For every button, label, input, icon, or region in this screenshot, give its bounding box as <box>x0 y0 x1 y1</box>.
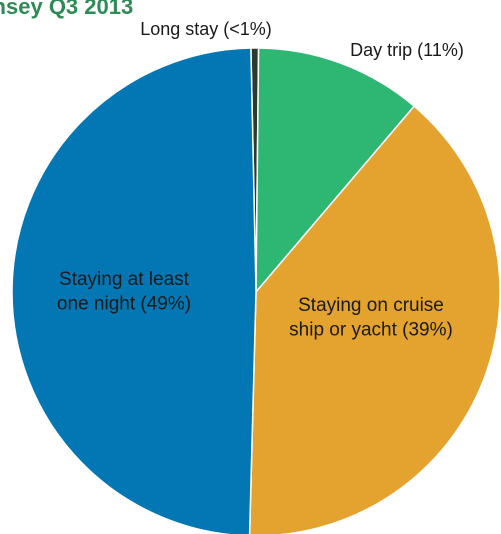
slice-label-3: Staying at least one night (49%) <box>57 269 191 315</box>
pie-slice-2 <box>248 105 501 534</box>
slice-label-0: Long stay (<1%) <box>140 19 272 39</box>
slice-label-2-line-0: Staying on cruise <box>298 295 444 316</box>
slice-label-2-line-1: ship or yacht (39%) <box>289 320 453 341</box>
pie-slice-1 <box>255 47 416 295</box>
pie-slices <box>11 47 501 534</box>
slice-label-1: Day trip (11%) <box>350 40 464 60</box>
slice-label-0-line-0: Long stay (<1%) <box>140 19 272 39</box>
slice-label-3-line-1: one night (49%) <box>57 294 191 315</box>
slice-labels: Long stay (<1%) Day trip (11%) Staying on … <box>57 19 464 341</box>
pie-slice-3 <box>11 47 257 534</box>
slice-label-1-line-0: Day trip (11%) <box>350 40 464 60</box>
chart-title: rnsey Q3 2013 <box>0 0 133 19</box>
slice-label-3-line-0: Staying at least <box>59 269 190 290</box>
slice-label-2: Staying on cruise ship or yacht (39%) <box>289 295 453 341</box>
